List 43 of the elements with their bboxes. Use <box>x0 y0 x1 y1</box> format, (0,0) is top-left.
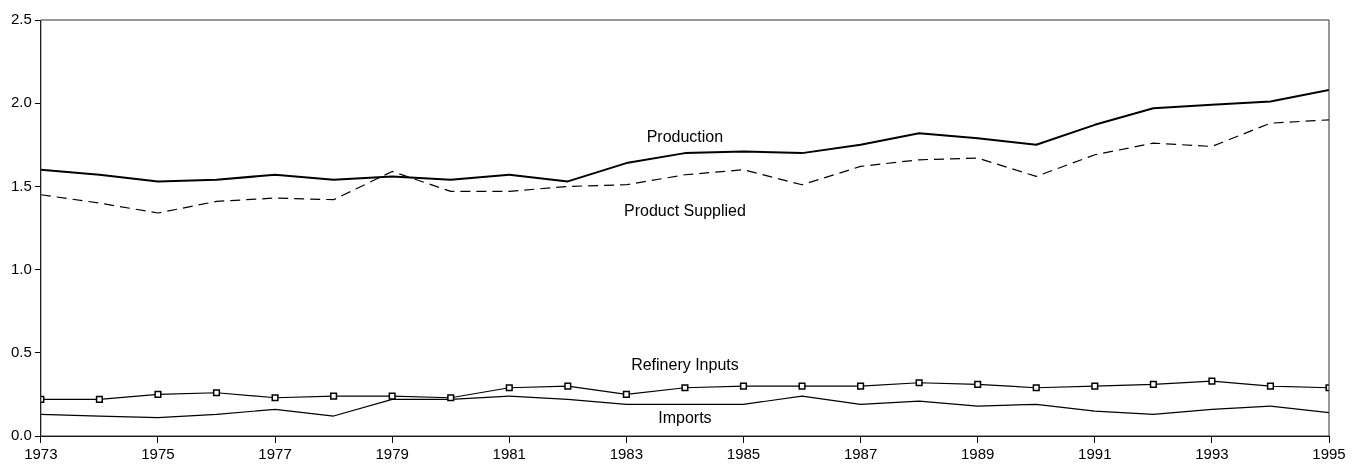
x-tick-label: 1981 <box>492 445 526 463</box>
x-tick-label: 1987 <box>843 445 878 463</box>
x-tick-label: 1989 <box>961 445 995 463</box>
point <box>447 394 455 402</box>
point <box>271 394 279 402</box>
x-tick-label: 1991 <box>1078 445 1112 463</box>
point <box>798 382 806 390</box>
series-label: Product Supplied <box>624 202 746 220</box>
point <box>915 379 923 387</box>
point <box>857 382 865 390</box>
y-tick-label: 2.0 <box>10 93 32 111</box>
x-tick-label: 1973 <box>24 445 58 463</box>
y-tick-label: 2.5 <box>10 10 32 28</box>
point <box>95 395 103 403</box>
point <box>681 384 689 392</box>
point <box>1091 382 1099 390</box>
point <box>154 390 162 398</box>
point <box>1266 382 1275 390</box>
x-tick-label: 1985 <box>726 445 761 463</box>
point <box>388 392 396 400</box>
series-label: Refinery Inputs <box>631 356 739 374</box>
x-tick-label: 1995 <box>1312 445 1346 463</box>
x-tick-label: 1983 <box>609 445 644 463</box>
x-tick-label: 1977 <box>258 445 292 463</box>
point <box>564 382 572 390</box>
point <box>330 392 338 400</box>
series-label: Imports <box>658 408 712 426</box>
y-tick-label: 0.0 <box>10 426 32 444</box>
point <box>739 382 748 390</box>
point <box>505 384 513 392</box>
point <box>622 390 630 398</box>
point <box>1208 377 1216 385</box>
x-tick-label: 1993 <box>1195 445 1229 463</box>
point <box>1149 380 1157 388</box>
point <box>212 389 221 397</box>
point <box>1032 384 1040 392</box>
x-tick-label: 1975 <box>141 445 175 463</box>
x-tick-label: 1979 <box>375 445 409 463</box>
y-tick-label: 0.5 <box>10 342 32 360</box>
y-tick-label: 1.5 <box>10 176 32 194</box>
series-label: Production <box>646 127 724 145</box>
y-tick-label: 1.0 <box>10 259 32 277</box>
point <box>974 380 982 388</box>
